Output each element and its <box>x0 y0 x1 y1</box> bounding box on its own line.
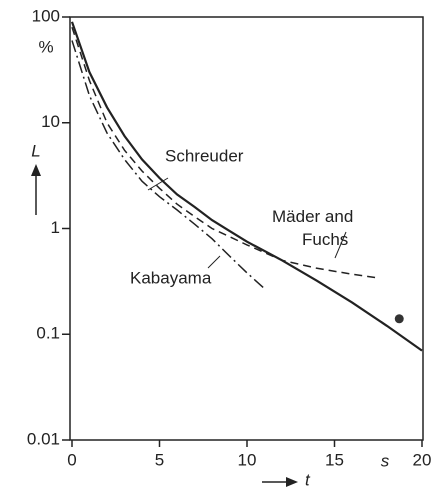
y-tick-label: 100 <box>32 6 60 25</box>
point <box>394 314 404 324</box>
annotation: Schreuder <box>165 146 244 165</box>
x-tick-label: 5 <box>155 450 164 469</box>
line <box>71 40 266 290</box>
line <box>70 21 423 352</box>
y-axis-label: L <box>31 141 40 160</box>
annotation: Mäder and Fuchs <box>272 207 353 249</box>
x-unit: s <box>381 451 390 470</box>
x-tick-label: 20 <box>413 450 432 469</box>
annotation: Kabayama <box>130 268 212 287</box>
x-tick-label: 15 <box>325 450 344 469</box>
y-tick-label: 10 <box>41 112 60 131</box>
y-tick-label: 1 <box>51 218 60 237</box>
y-axis-arrowhead <box>31 164 41 176</box>
y-unit: % <box>38 37 53 56</box>
line <box>71 26 379 279</box>
plot-frame <box>69 16 424 441</box>
annotation-arrow <box>147 177 169 191</box>
x-tick-label: 0 <box>67 450 76 469</box>
y-tick-label: 0.01 <box>27 429 60 448</box>
annotation-arrow <box>207 255 221 269</box>
x-tick-label: 10 <box>238 450 257 469</box>
annotation-arrow <box>334 231 347 259</box>
x-axis-label: t <box>305 470 311 489</box>
x-axis-arrowhead <box>286 477 298 487</box>
y-tick-label: 0.1 <box>36 324 60 343</box>
